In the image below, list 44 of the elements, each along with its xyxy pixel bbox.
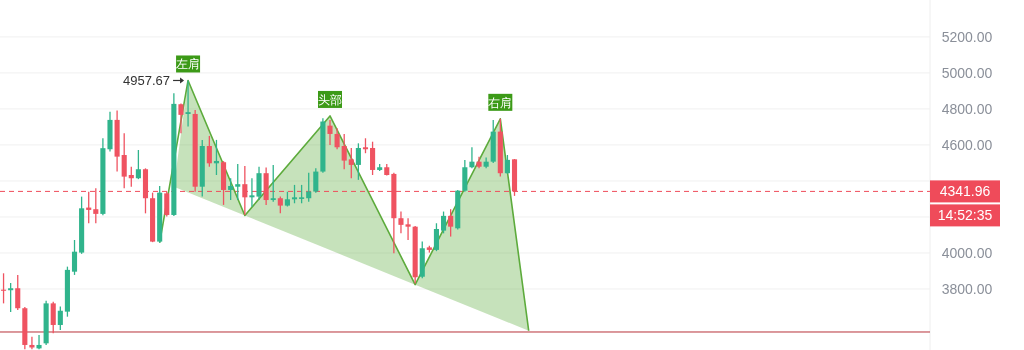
candlestick bbox=[36, 334, 42, 350]
y-tick-label: 4600.00 bbox=[941, 136, 993, 153]
candlestick bbox=[433, 222, 440, 252]
candlestick bbox=[299, 184, 305, 204]
candlestick bbox=[504, 154, 510, 175]
candlestick bbox=[249, 177, 255, 208]
candlestick bbox=[334, 127, 340, 150]
y-tick-label: 5200.00 bbox=[941, 28, 993, 45]
y-tick-label: 5000.00 bbox=[941, 64, 993, 81]
y-tick-label: 4000.00 bbox=[941, 244, 993, 261]
annotation: 右肩 bbox=[488, 95, 513, 110]
candlestick bbox=[15, 274, 21, 311]
candlestick bbox=[8, 282, 14, 313]
candlestick bbox=[355, 142, 361, 181]
candlestick bbox=[256, 166, 262, 201]
candlestick bbox=[57, 305, 63, 331]
text: 14:52:35 bbox=[937, 207, 993, 224]
candlestick bbox=[50, 301, 56, 334]
candlestick bbox=[235, 163, 241, 201]
candlestick bbox=[440, 210, 447, 234]
annotation: 头部 bbox=[318, 92, 342, 107]
candlestick bbox=[462, 159, 468, 193]
annotation: 左肩 bbox=[176, 57, 201, 72]
y-tick-label: 3800.00 bbox=[941, 280, 993, 297]
candlestick bbox=[135, 149, 141, 180]
annotation: 4957.67 bbox=[123, 73, 171, 89]
candlestick bbox=[71, 239, 78, 276]
candlestick bbox=[398, 210, 404, 234]
ref-line-label: 4341.96 bbox=[939, 183, 991, 200]
candlestick bbox=[206, 135, 212, 168]
candlestick bbox=[405, 217, 411, 241]
candlestick bbox=[327, 119, 333, 146]
candlestick bbox=[341, 133, 347, 170]
y-tick-label: 4800.00 bbox=[941, 100, 993, 117]
candlestick bbox=[178, 102, 184, 134]
candlestick bbox=[370, 141, 376, 176]
candlestick bbox=[228, 177, 234, 201]
candlestick bbox=[185, 79, 191, 128]
candlestick bbox=[291, 184, 298, 204]
candlestick bbox=[313, 167, 319, 194]
candlestick bbox=[348, 147, 354, 179]
candlestick bbox=[121, 132, 127, 189]
candlestick bbox=[270, 164, 276, 203]
candlestick bbox=[448, 208, 454, 238]
